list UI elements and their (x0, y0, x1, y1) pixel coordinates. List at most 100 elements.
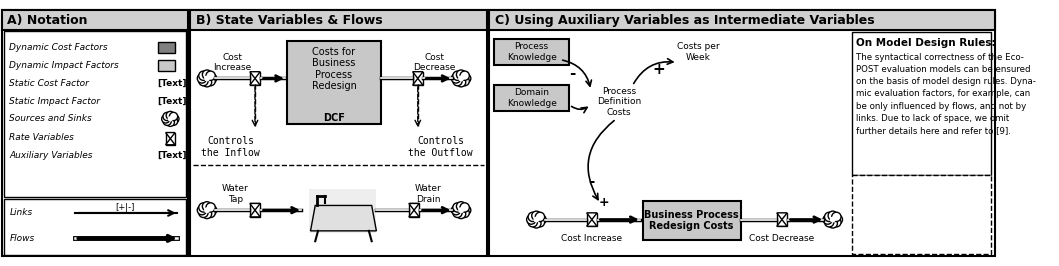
Circle shape (831, 218, 841, 227)
Polygon shape (413, 72, 423, 78)
Text: Cost Increase: Cost Increase (561, 234, 623, 243)
Text: +: + (652, 61, 665, 77)
Circle shape (462, 206, 471, 215)
Circle shape (197, 74, 207, 83)
Polygon shape (413, 78, 423, 85)
Circle shape (205, 71, 215, 80)
Circle shape (169, 117, 178, 126)
Circle shape (459, 76, 464, 81)
Text: DCF: DCF (323, 113, 345, 123)
Bar (777, 213, 787, 226)
Text: Controls
the Outflow: Controls the Outflow (408, 136, 472, 158)
Bar (413, 72, 423, 85)
Text: Controls
the Inflow: Controls the Inflow (201, 136, 259, 158)
Circle shape (453, 208, 462, 218)
Bar (250, 72, 261, 85)
Bar (489, 10, 994, 256)
Text: -: - (569, 66, 575, 81)
Text: Business Process
Redesign Costs: Business Process Redesign Costs (644, 210, 739, 231)
Circle shape (208, 74, 217, 83)
Circle shape (202, 202, 212, 211)
Text: Costs per
Week: Costs per Week (677, 42, 719, 62)
Circle shape (199, 76, 208, 86)
Circle shape (828, 219, 838, 228)
Circle shape (204, 76, 210, 81)
Text: B) State Variables & Flows: B) State Variables & Flows (196, 14, 382, 27)
Text: Process
Knowledge: Process Knowledge (506, 42, 557, 62)
Text: Dynamic Cost Factors: Dynamic Cost Factors (10, 43, 108, 52)
Circle shape (166, 118, 175, 126)
Text: [Text]: [Text] (157, 79, 186, 88)
Circle shape (537, 215, 546, 224)
Text: Links: Links (10, 209, 33, 218)
Circle shape (199, 208, 208, 218)
Circle shape (831, 212, 841, 222)
Polygon shape (587, 213, 597, 219)
Circle shape (205, 208, 215, 218)
Circle shape (823, 215, 832, 224)
Text: Cost
Increase: Cost Increase (213, 53, 252, 72)
Circle shape (462, 74, 471, 83)
Circle shape (532, 211, 541, 221)
Circle shape (526, 215, 536, 224)
Bar (4, 31, 186, 197)
Circle shape (162, 115, 169, 123)
Bar (409, 203, 419, 217)
Bar (2, 10, 189, 30)
Circle shape (202, 70, 212, 79)
Bar (4, 199, 186, 255)
Text: Flows: Flows (10, 234, 35, 243)
Text: Sources and Sinks: Sources and Sinks (10, 114, 92, 123)
Text: +: + (598, 196, 609, 209)
Text: Costs for
Business
Process
Redesign: Costs for Business Process Redesign (311, 47, 357, 92)
Polygon shape (409, 203, 419, 210)
Circle shape (453, 203, 462, 212)
Circle shape (456, 209, 466, 219)
Circle shape (167, 116, 173, 122)
Circle shape (532, 219, 541, 228)
Text: On Model Design Rules:: On Model Design Rules: (857, 38, 995, 48)
Circle shape (825, 218, 833, 227)
Circle shape (166, 111, 175, 120)
Polygon shape (310, 205, 376, 231)
Bar (2, 10, 189, 256)
Circle shape (535, 218, 544, 227)
Circle shape (163, 117, 172, 126)
Circle shape (170, 115, 179, 123)
Polygon shape (250, 210, 261, 217)
Circle shape (204, 207, 210, 213)
Polygon shape (409, 210, 419, 217)
Bar (287, 41, 381, 124)
Bar (493, 85, 570, 111)
Circle shape (169, 112, 178, 120)
Text: Water
Tap: Water Tap (222, 184, 249, 204)
Text: Rate Variables: Rate Variables (10, 133, 74, 142)
Text: Cost Decrease: Cost Decrease (750, 234, 814, 243)
Circle shape (453, 76, 462, 86)
Polygon shape (165, 139, 175, 145)
Polygon shape (777, 219, 787, 226)
Text: Cost
Decrease: Cost Decrease (414, 53, 456, 72)
Text: [Text]: [Text] (157, 97, 186, 106)
Bar (190, 10, 487, 30)
Circle shape (833, 215, 843, 224)
Bar (190, 10, 487, 256)
Circle shape (456, 202, 466, 211)
Circle shape (534, 217, 539, 223)
Circle shape (459, 207, 464, 213)
Text: Dynamic Impact Factors: Dynamic Impact Factors (10, 61, 120, 70)
Bar (851, 175, 991, 254)
Circle shape (453, 71, 462, 80)
Text: Process
Definition
Costs: Process Definition Costs (597, 87, 642, 117)
Text: -: - (588, 174, 594, 189)
Polygon shape (165, 132, 175, 139)
Circle shape (460, 208, 469, 218)
Circle shape (451, 206, 461, 215)
Circle shape (460, 203, 469, 212)
Circle shape (205, 76, 215, 86)
Circle shape (199, 71, 208, 80)
Polygon shape (587, 219, 597, 226)
Polygon shape (250, 78, 261, 85)
Text: C) Using Auxiliary Variables as Intermediate Variables: C) Using Auxiliary Variables as Intermed… (495, 14, 875, 27)
Text: Static Impact Factor: Static Impact Factor (10, 97, 101, 106)
